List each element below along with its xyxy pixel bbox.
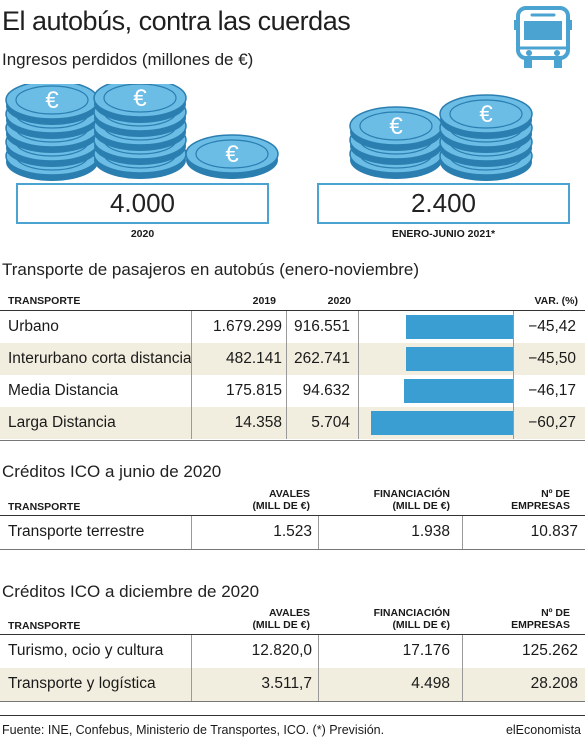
ico-dec-header-empresas: Nº DE EMPRESAS — [511, 607, 570, 631]
row-empresas: 28.208 — [530, 675, 578, 692]
source-note: Fuente: INE, Confebus, Ministerio de Tra… — [2, 723, 385, 737]
ico-dec-header-financ: FINANCIACIÓN (MILL DE €) — [373, 607, 450, 631]
page-subtitle: Ingresos perdidos (millones de €) — [2, 50, 254, 69]
row-financ: 17.176 — [402, 642, 450, 659]
page-title: El autobús, contra las cuerdas — [2, 6, 351, 36]
row-type: Media Distancia — [8, 382, 119, 399]
column-separator — [191, 635, 192, 701]
ico-june-header-avales: AVALES (MILL DE €) — [252, 488, 310, 512]
column-separator — [318, 516, 319, 549]
row-type: Larga Distancia — [8, 414, 116, 431]
ico-june-header-financ: FINANCIACIÓN (MILL DE €) — [373, 488, 450, 512]
lost-revenue-2021-value: 2.400 — [317, 183, 570, 224]
bus-icon — [514, 6, 572, 68]
column-separator — [513, 311, 514, 439]
table-bottom-rule — [0, 701, 585, 702]
row-financ: 1.938 — [411, 523, 450, 540]
var-bar — [371, 411, 513, 435]
column-separator — [191, 311, 192, 439]
column-separator — [462, 516, 463, 549]
passengers-header-type: TRANSPORTE — [8, 295, 81, 307]
row-financ: 4.498 — [411, 675, 450, 692]
ico-june-header-type: TRANSPORTE — [8, 501, 81, 513]
var-bar — [405, 347, 513, 371]
row-2019: 482.141 — [225, 350, 282, 367]
row-avales: 3.511,7 — [261, 675, 312, 692]
row-type: Transporte terrestre — [8, 523, 145, 540]
lost-revenue-2020-label: 2020 — [130, 228, 155, 240]
lost-revenue-2021-label: ENERO-JUNIO 2021* — [391, 228, 496, 240]
row-type: Interurbano corta distancia — [8, 350, 192, 367]
row-avales: 12.820,0 — [251, 642, 312, 659]
column-separator — [462, 635, 463, 701]
passengers-header-var: VAR. (%) — [534, 295, 578, 307]
svg-text:€: € — [479, 101, 493, 128]
row-2019: 14.358 — [234, 414, 282, 431]
row-2020: 5.704 — [311, 414, 350, 431]
row-2019: 175.815 — [225, 382, 282, 399]
passengers-bottom-rule — [0, 440, 585, 441]
column-separator — [191, 516, 192, 549]
passengers-header-2019: 2019 — [252, 295, 276, 307]
ico-dec-header-type: TRANSPORTE — [8, 620, 81, 632]
row-avales: 1.523 — [273, 523, 312, 540]
ico-june-title: Créditos ICO a junio de 2020 — [2, 462, 222, 481]
row-type: Turismo, ocio y cultura — [8, 642, 164, 659]
passengers-header-rule — [0, 310, 585, 311]
row-type: Transporte y logística — [8, 675, 156, 692]
row-var: −46,17 — [528, 382, 576, 399]
var-bar — [404, 379, 513, 403]
row-type: Urbano — [8, 318, 59, 335]
svg-text:€: € — [45, 87, 59, 114]
ico-june-header-rule — [0, 515, 585, 516]
table-bottom-rule — [0, 549, 585, 550]
ico-dec-header-avales: AVALES (MILL DE €) — [252, 607, 310, 631]
passengers-title: Transporte de pasajeros en autobús (ener… — [2, 260, 420, 279]
ico-dec-header-rule — [0, 634, 585, 635]
row-empresas: 10.837 — [530, 523, 578, 540]
column-separator — [318, 635, 319, 701]
footer-rule — [0, 715, 585, 716]
coin-stacks-icon: € € € € € — [5, 84, 533, 182]
column-separator — [358, 311, 359, 439]
column-separator — [286, 311, 287, 439]
row-empresas: 125.262 — [521, 642, 578, 659]
row-var: −45,42 — [528, 318, 576, 335]
lost-revenue-2020-value: 4.000 — [16, 183, 269, 224]
row-2020: 916.551 — [293, 318, 350, 335]
svg-text:€: € — [133, 85, 147, 112]
row-2020: 262.741 — [293, 350, 350, 367]
passengers-header-2020: 2020 — [327, 295, 351, 307]
svg-text:€: € — [225, 141, 239, 168]
var-bar — [406, 315, 513, 339]
svg-text:€: € — [389, 113, 403, 140]
ico-june-header-empresas: Nº DE EMPRESAS — [511, 488, 570, 512]
row-2020: 94.632 — [302, 382, 350, 399]
row-var: −60,27 — [528, 414, 576, 431]
ico-dec-title: Créditos ICO a diciembre de 2020 — [2, 582, 260, 601]
table-row — [0, 668, 585, 701]
row-var: −45,50 — [528, 350, 576, 367]
brand-logo: elEconomista — [505, 723, 581, 737]
row-2019: 1.679.299 — [213, 318, 282, 335]
